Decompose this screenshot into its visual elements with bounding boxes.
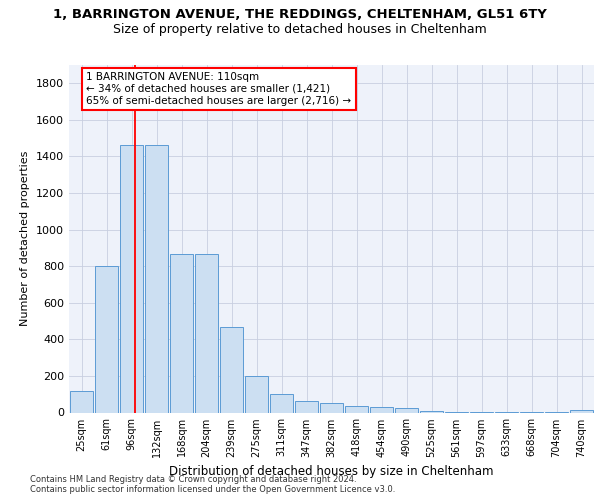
Bar (420, 410, 443, 412)
Bar (70, 390, 93, 412)
Bar (395, 408, 418, 412)
Bar (345, 406, 368, 412)
Text: Size of property relative to detached houses in Cheltenham: Size of property relative to detached ho… (113, 22, 487, 36)
Bar (370, 408, 393, 412)
Y-axis label: Number of detached properties: Number of detached properties (20, 151, 31, 326)
Text: Contains public sector information licensed under the Open Government Licence v3: Contains public sector information licen… (30, 485, 395, 494)
Bar (220, 326, 243, 412)
Bar (195, 254, 218, 412)
Bar (570, 410, 593, 412)
Bar (295, 400, 318, 412)
Bar (170, 254, 193, 412)
Bar (145, 146, 168, 412)
Text: Contains HM Land Registry data © Crown copyright and database right 2024.: Contains HM Land Registry data © Crown c… (30, 475, 356, 484)
Bar (245, 376, 268, 412)
Bar (120, 146, 143, 412)
Text: 1, BARRINGTON AVENUE, THE REDDINGS, CHELTENHAM, GL51 6TY: 1, BARRINGTON AVENUE, THE REDDINGS, CHEL… (53, 8, 547, 20)
Text: 1 BARRINGTON AVENUE: 110sqm
← 34% of detached houses are smaller (1,421)
65% of : 1 BARRINGTON AVENUE: 110sqm ← 34% of det… (86, 72, 352, 106)
Bar (270, 394, 293, 412)
Bar (320, 404, 343, 412)
Bar (95, 266, 118, 412)
X-axis label: Distribution of detached houses by size in Cheltenham: Distribution of detached houses by size … (169, 465, 494, 478)
